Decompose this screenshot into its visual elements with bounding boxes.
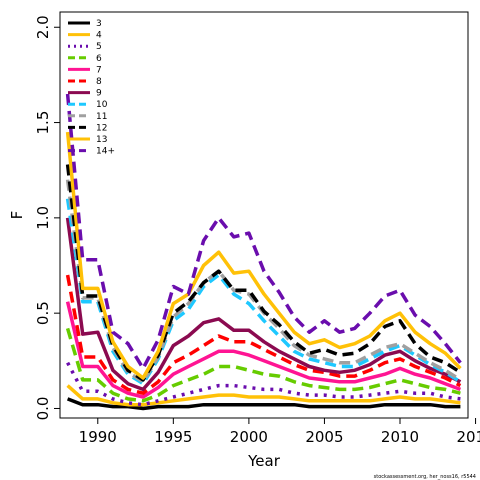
legend-label: 11	[96, 112, 107, 122]
legend-label: 13	[96, 135, 107, 145]
y-tick-label: 1.5	[34, 111, 52, 135]
series-line-13	[65, 131, 462, 380]
x-tick-label: 2010	[381, 428, 419, 446]
x-tick-label: 2005	[305, 428, 343, 446]
legend-label: 5	[96, 42, 102, 52]
axis-layer: 1990 1995 2000 2005 2010 2015 0.0 0.5 1.0 1.5 2.0	[34, 15, 480, 446]
legend-label: 3	[96, 19, 102, 29]
y-axis-title: F	[8, 211, 26, 220]
y-tick-label: 2.0	[34, 15, 52, 39]
x-tick-label: 1995	[154, 428, 192, 446]
legend-label: 14+	[96, 147, 115, 157]
footnote: stockassessment.org, her_noss16, r5544	[374, 474, 476, 480]
legend-label: 10	[96, 100, 108, 110]
series-line-4	[66, 384, 461, 407]
legend-label: 9	[96, 89, 102, 99]
y-tick-label: 0.5	[34, 301, 52, 325]
series-line-14plus	[65, 93, 462, 371]
series-line-8	[65, 274, 462, 395]
series-line-7	[65, 301, 462, 399]
legend-label: 6	[96, 54, 102, 64]
series-line-3	[66, 397, 461, 411]
plot-frame	[59, 11, 469, 419]
series-line-9	[65, 217, 462, 392]
legend-label: 12	[96, 123, 107, 133]
legend-label: 4	[96, 31, 102, 41]
y-tick-label: 0.0	[34, 397, 52, 421]
x-tick-label: 2015	[456, 428, 480, 446]
series-line-5	[66, 361, 461, 407]
x-tick-label: 2000	[230, 428, 268, 446]
series-line-6	[65, 327, 461, 403]
series-layer	[65, 93, 462, 411]
x-axis-title: Year	[247, 452, 281, 470]
series-line-12	[65, 164, 462, 382]
y-tick-label: 1.0	[34, 206, 52, 230]
x-tick-label: 1990	[79, 428, 117, 446]
legend-label: 8	[96, 77, 102, 87]
legend-label: 7	[96, 65, 102, 75]
